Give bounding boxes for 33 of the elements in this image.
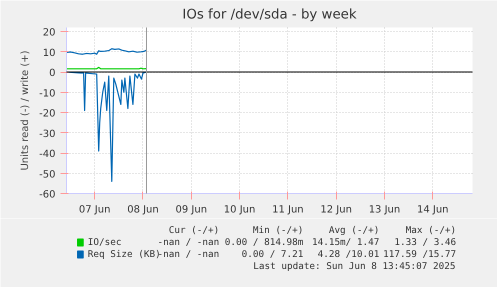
y-tick-label: -50: [39, 169, 56, 180]
text: 4.28 /10.01: [318, 249, 380, 260]
text: -nan / -nan: [157, 237, 220, 248]
text: 1.33 / 3.46: [394, 237, 457, 248]
y-tick-label: -60: [39, 190, 56, 200]
text: Avg (-/+): [328, 225, 380, 236]
y-tick-label: 0: [49, 68, 56, 80]
text: 117.59 /15.77: [383, 249, 456, 260]
x-tick-label: 07 Jun: [78, 204, 110, 216]
x-tick-label: 11 Jun: [272, 204, 304, 216]
text: 0.00 / 814.98m: [224, 237, 304, 248]
chart-title: IOs for /dev/sda - by week: [182, 8, 357, 22]
text: Cur (-/+): [168, 225, 220, 236]
legend-label: IO/sec: [88, 237, 122, 248]
x-tick-label: 10 Jun: [224, 204, 256, 216]
x-tick-label: 14 Jun: [416, 204, 449, 216]
y-tick-label: 20: [42, 28, 56, 39]
y-tick-label: -10: [39, 88, 56, 100]
text: 14.15m/ 1.47: [312, 237, 380, 248]
text: Last update: Sun Jun 8 13:45:07 2025: [253, 261, 456, 272]
legend-label: Req Size (KB): [88, 249, 161, 260]
x-tick-label: 09 Jun: [176, 204, 208, 216]
y-tick-label: -30: [39, 128, 56, 140]
y-tick-label: -20: [39, 108, 56, 120]
x-tick-label: 13 Jun: [368, 204, 400, 216]
y-tick-label: 10: [42, 48, 56, 59]
y-tick-label: -40: [39, 149, 56, 160]
text: Max (-/+): [406, 225, 456, 236]
text: 0.00 / 7.21: [242, 249, 304, 260]
y-axis-title: Units read (-) / write (+): [20, 50, 32, 171]
text: Min (-/+): [252, 225, 304, 236]
x-tick-label: 08 Jun: [127, 204, 159, 216]
x-tick-label: 12 Jun: [320, 204, 352, 216]
